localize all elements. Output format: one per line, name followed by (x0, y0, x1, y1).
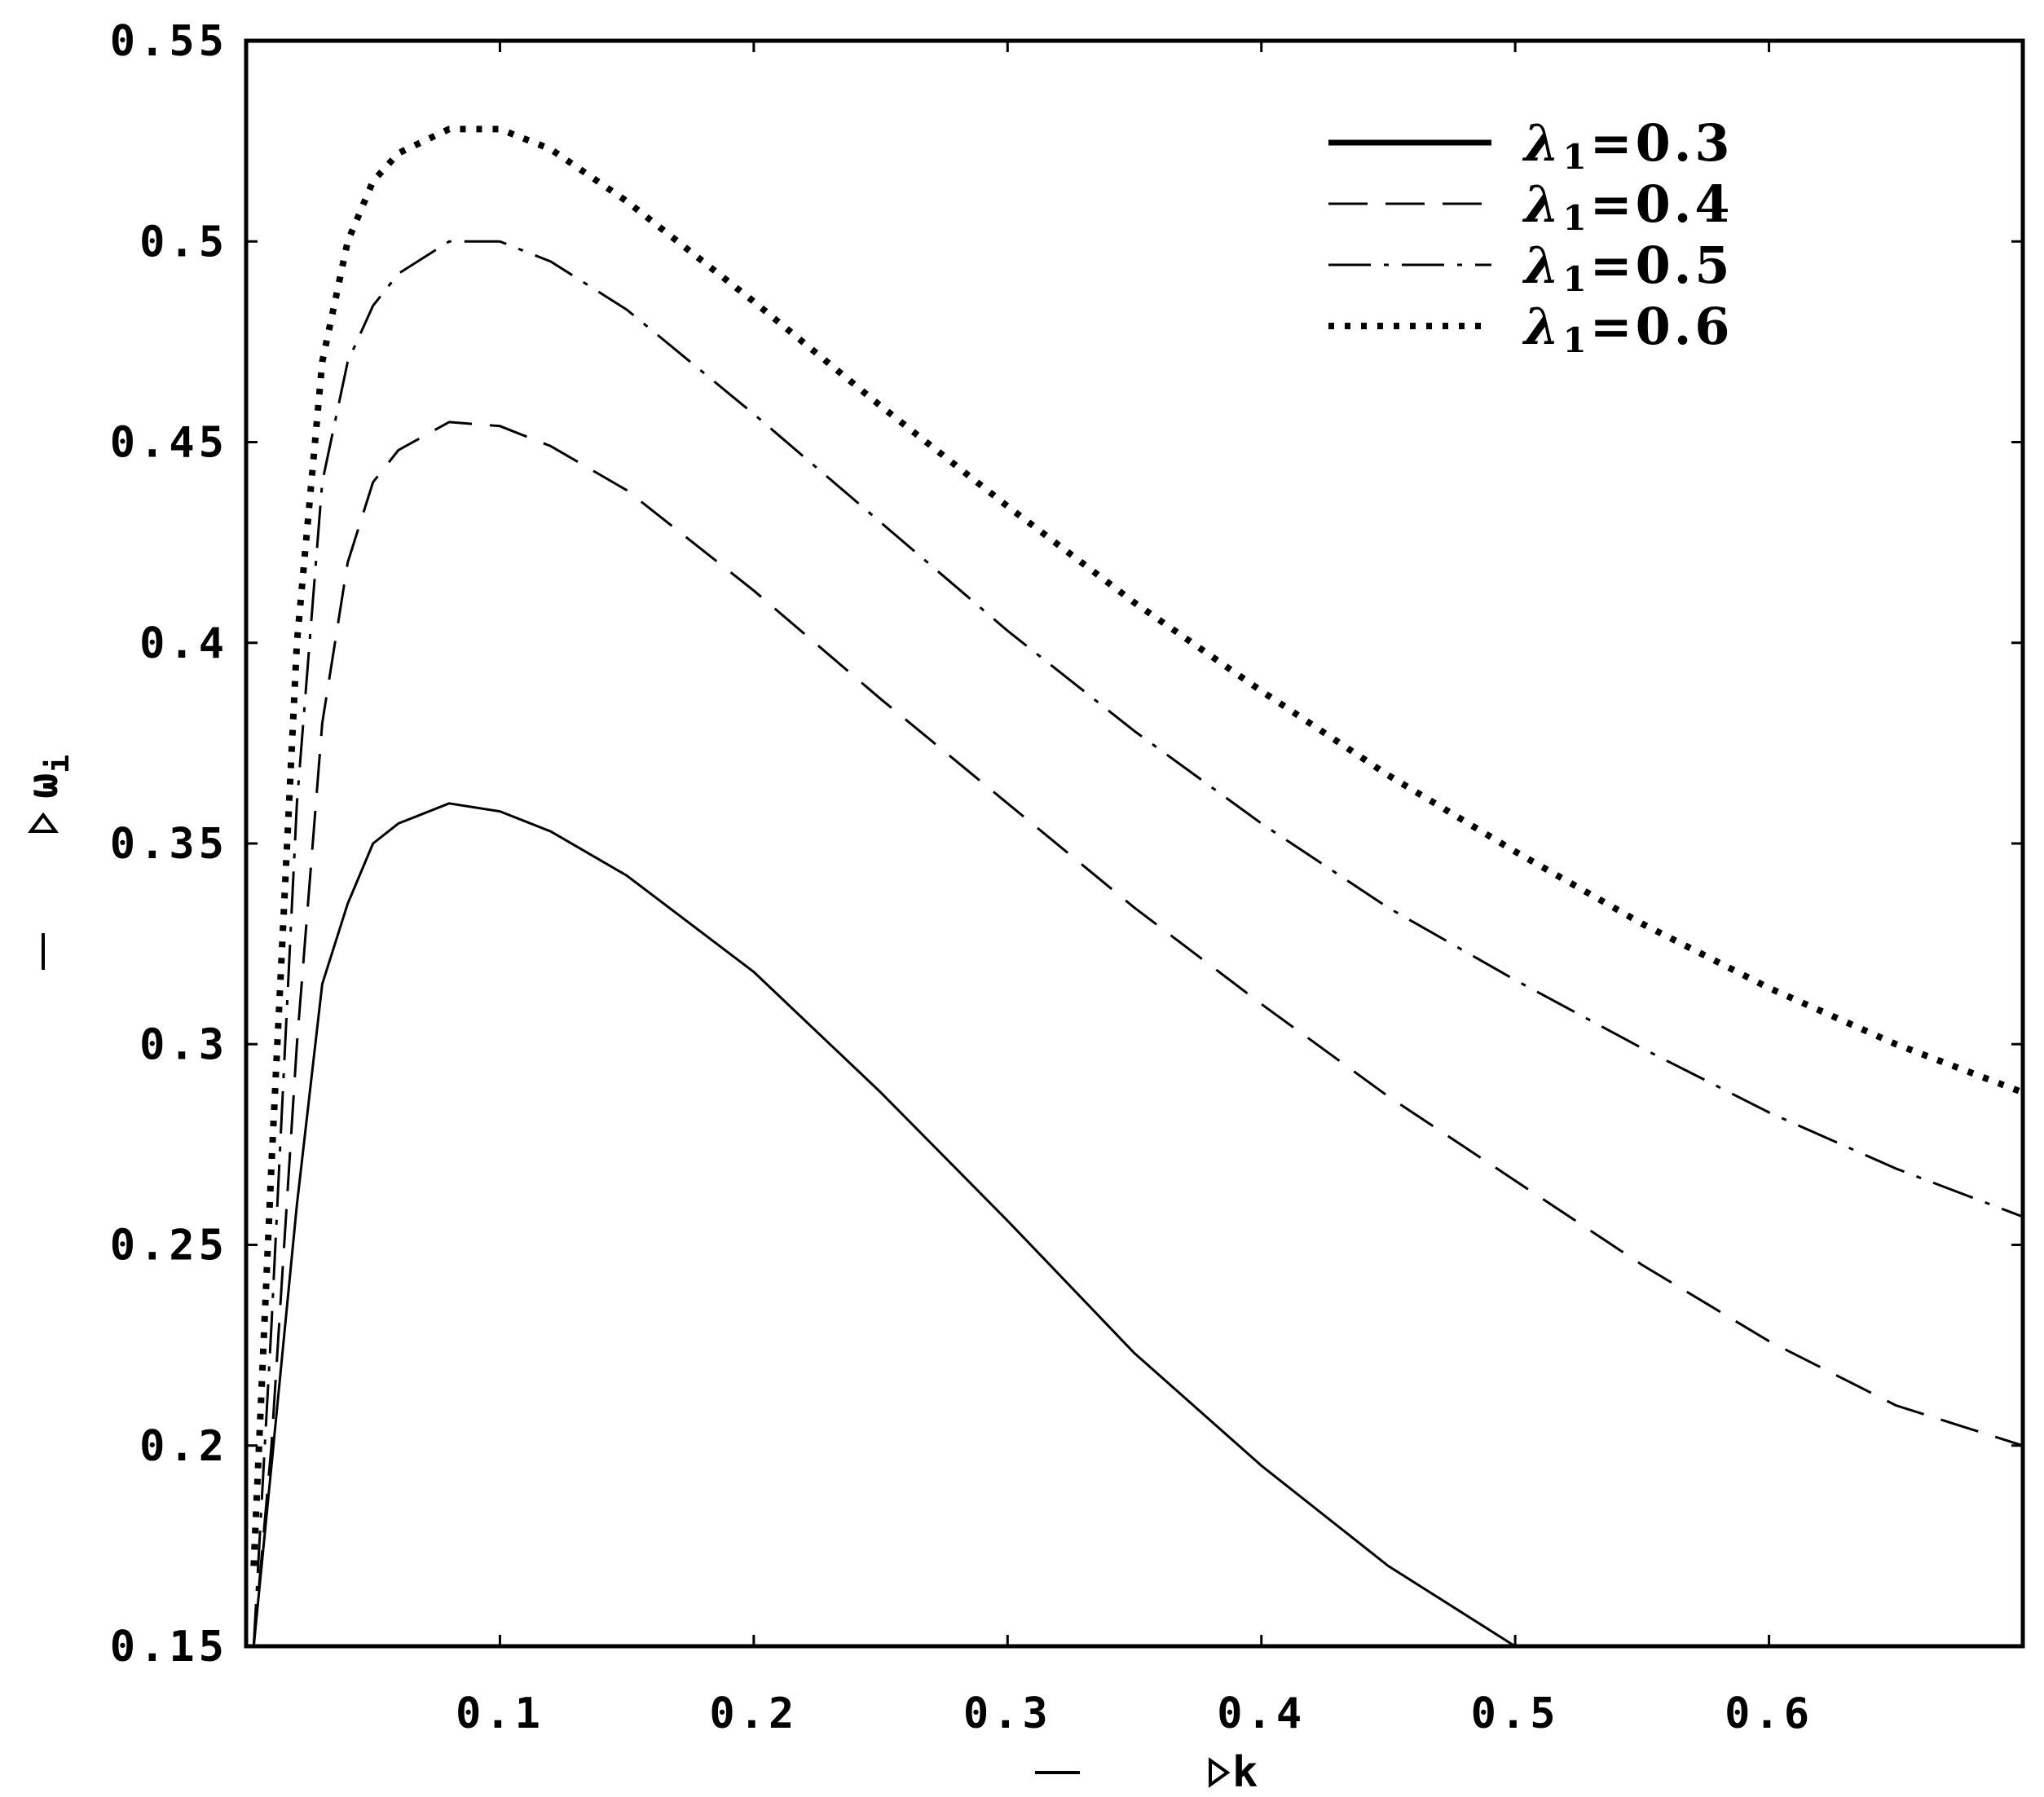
x-tick-label: 0.5 (1471, 1689, 1560, 1738)
x-tick-label: 0.2 (709, 1689, 798, 1738)
x-tick-label: 0.4 (1217, 1689, 1306, 1738)
x-tick-label: 0.3 (963, 1689, 1052, 1738)
legend-label: λ1=0.6 (1522, 297, 1733, 360)
legend-label: λ1=0.4 (1522, 174, 1733, 238)
y-axis-title: ωi (19, 755, 76, 970)
legend-label: λ1=0.5 (1522, 236, 1733, 299)
legend-label: λ1=0.3 (1522, 113, 1733, 177)
y-tick-label: 0.55 (110, 17, 228, 66)
y-tick-label: 0.2 (139, 1422, 228, 1471)
series-line-solid (252, 802, 1526, 1646)
y-tick-label: 0.4 (139, 619, 228, 668)
x-axis: 0.1 0.2 0.3 0.4 0.5 0.6 (456, 41, 1813, 1738)
x-axis-label: k (1232, 1748, 1258, 1797)
y-tick-label: 0.3 (139, 1020, 228, 1069)
x-tick-label: 0.6 (1725, 1689, 1813, 1738)
series-layer (250, 126, 2023, 1646)
y-axis: 0.15 0.2 0.25 0.3 0.35 0.4 0.45 0.5 0.55 (110, 17, 2023, 1671)
legend: λ1=0.3λ1=0.4λ1=0.5λ1=0.6 (1328, 113, 1733, 360)
x-tick-label: 0.1 (456, 1689, 544, 1738)
y-axis-subscript: i (40, 755, 76, 773)
x-axis-arrow-icon (1209, 1757, 1231, 1788)
y-axis-label: ωi (19, 755, 76, 799)
series-line-dashed (252, 421, 2023, 1646)
y-tick-label: 0.15 (110, 1623, 228, 1671)
series-line-dashdot (252, 240, 2023, 1646)
y-tick-label: 0.5 (139, 218, 228, 266)
y-tick-label: 0.25 (110, 1222, 228, 1271)
y-tick-label: 0.35 (110, 820, 228, 869)
y-axis-symbol: ω (19, 773, 68, 799)
x-axis-title: k (1035, 1748, 1258, 1797)
y-tick-label: 0.45 (110, 419, 228, 468)
y-axis-arrow-icon (28, 812, 59, 833)
